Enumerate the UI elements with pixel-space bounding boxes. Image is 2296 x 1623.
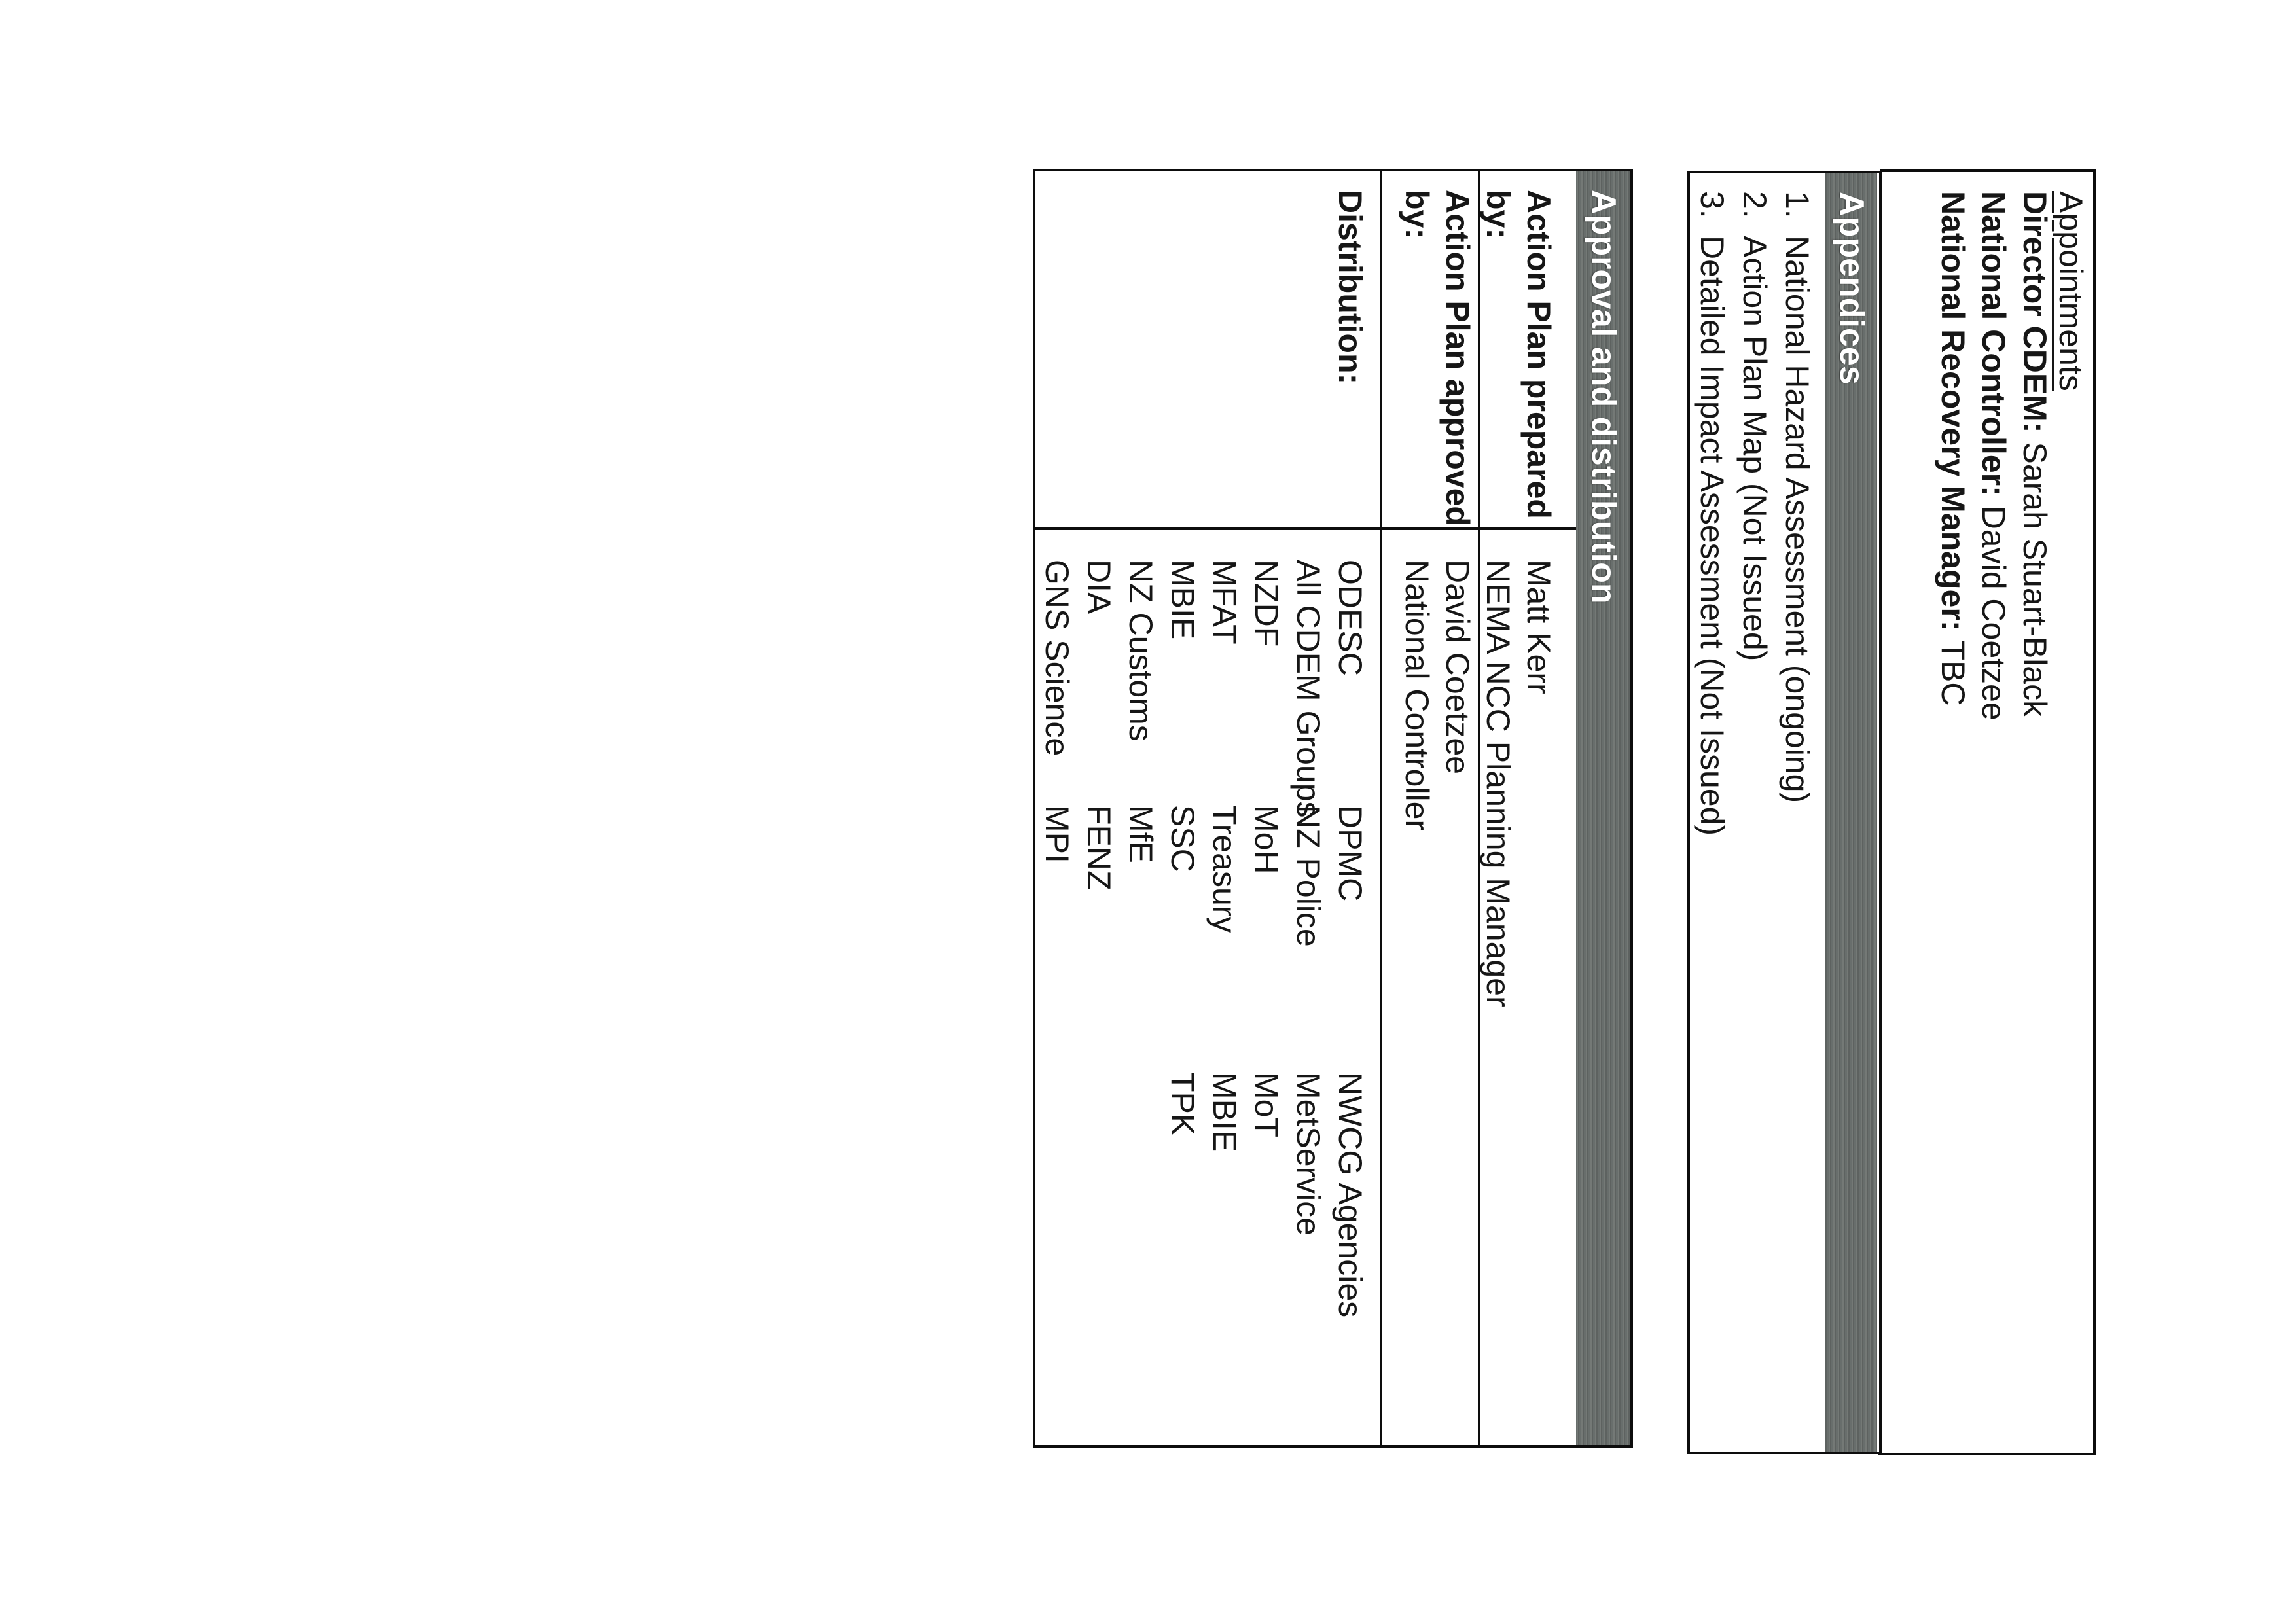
row-label-line: Action Plan approved (1439, 190, 1476, 526)
appointments-top-border-line (2093, 169, 2096, 1455)
distribution-agency: MFAT (1206, 560, 1243, 645)
appointment-person: TBC (1935, 640, 1971, 706)
appointment-role-label: National Controller: (1975, 191, 2012, 497)
distribution-agency: ODESC (1332, 560, 1369, 676)
distribution-agency: TPK (1164, 1072, 1201, 1136)
distribution-agency: SSC (1164, 805, 1201, 872)
approval-title: Approval and distribution (1585, 190, 1623, 604)
distribution-agency: MBIE (1206, 1072, 1243, 1152)
appendix-item: 1. National Hazard Assessment (ongoing) (1779, 191, 1816, 804)
appointment-person: Sarah Stuart-Black (2017, 442, 2053, 717)
row-content-line: David Coetzee (1439, 560, 1476, 774)
distribution-agency: FENZ (1081, 805, 1117, 891)
appendix-item-number: 2. (1736, 191, 1773, 219)
row-label-line: Distribution: (1332, 190, 1369, 385)
distribution-agency: NWCG Agencies (1332, 1072, 1369, 1318)
distribution-agency: MoT (1248, 1072, 1285, 1137)
row-label-line: by: (1480, 190, 1516, 239)
distribution-agency: MfE (1122, 805, 1159, 863)
distribution-agency: GNS Science (1039, 560, 1075, 757)
appendices-title: Appendices (1833, 192, 1871, 385)
row-label-line: Action Plan prepared (1520, 190, 1557, 519)
distribution-agency: MetService (1290, 1072, 1327, 1236)
row-divider (1380, 171, 1382, 1445)
row-label-line: by: (1399, 190, 1435, 239)
distribution-agency: DPMC (1332, 805, 1369, 902)
row-content-line: National Controller (1399, 560, 1435, 831)
appointment-role-label: National Recovery Manager: (1935, 191, 1971, 632)
appointments-right-border-line (1878, 1453, 2096, 1455)
appendix-item-text: Detailed Impact Assessment (Not Issued) (1694, 236, 1731, 836)
row-content-line: Matt Kerr (1520, 560, 1557, 694)
appointment-entry: National Recovery Manager: TBC (1935, 191, 1971, 706)
appointment-entry: National Controller: David Coetzee (1975, 191, 2012, 721)
distribution-agency: DIA (1081, 560, 1117, 615)
distribution-agency: All CDEM Groups (1290, 560, 1327, 818)
label-content-column-divider (1035, 527, 1576, 530)
appendix-item-number: 1. (1779, 191, 1816, 219)
appendices-header-bar: Appendices (1825, 173, 1877, 1452)
distribution-agency: Treasury (1206, 805, 1243, 933)
appendix-item-text: National Hazard Assessment (ongoing) (1779, 236, 1816, 804)
appointments-left-border-line (1880, 169, 2096, 172)
distribution-agency: MBIE (1164, 560, 1201, 640)
appointment-person: David Coetzee (1975, 505, 2012, 721)
distribution-agency: NZ Police (1290, 805, 1327, 947)
appendix-item-number: 3. (1694, 191, 1731, 219)
appendix-item: 3. Detailed Impact Assessment (Not Issued… (1694, 191, 1731, 836)
distribution-agency: NZDF (1248, 560, 1285, 647)
approval-table: Approval and distribution Action Plan pr… (1033, 169, 1633, 1448)
appendix-item: 2. Action Plan Map (Not Issued) (1736, 191, 1773, 662)
distribution-agency: MoH (1248, 805, 1285, 874)
distribution-agency: MPI (1039, 805, 1075, 863)
distribution-agency: NZ Customs (1122, 560, 1159, 741)
appointment-role-label: Director CDEM: (2017, 191, 2053, 433)
appointments-heading: Appointments (2053, 191, 2089, 391)
approval-header-bar: Approval and distribution (1576, 171, 1630, 1445)
appendices-panel: Appendices 1. National Hazard Assessment … (1687, 171, 1882, 1454)
row-content-line: NEMA NCC Planning Manager (1480, 560, 1516, 1007)
appointment-entry: Director CDEM: Sarah Stuart-Black (2017, 191, 2053, 717)
appendix-item-text: Action Plan Map (Not Issued) (1736, 236, 1773, 662)
